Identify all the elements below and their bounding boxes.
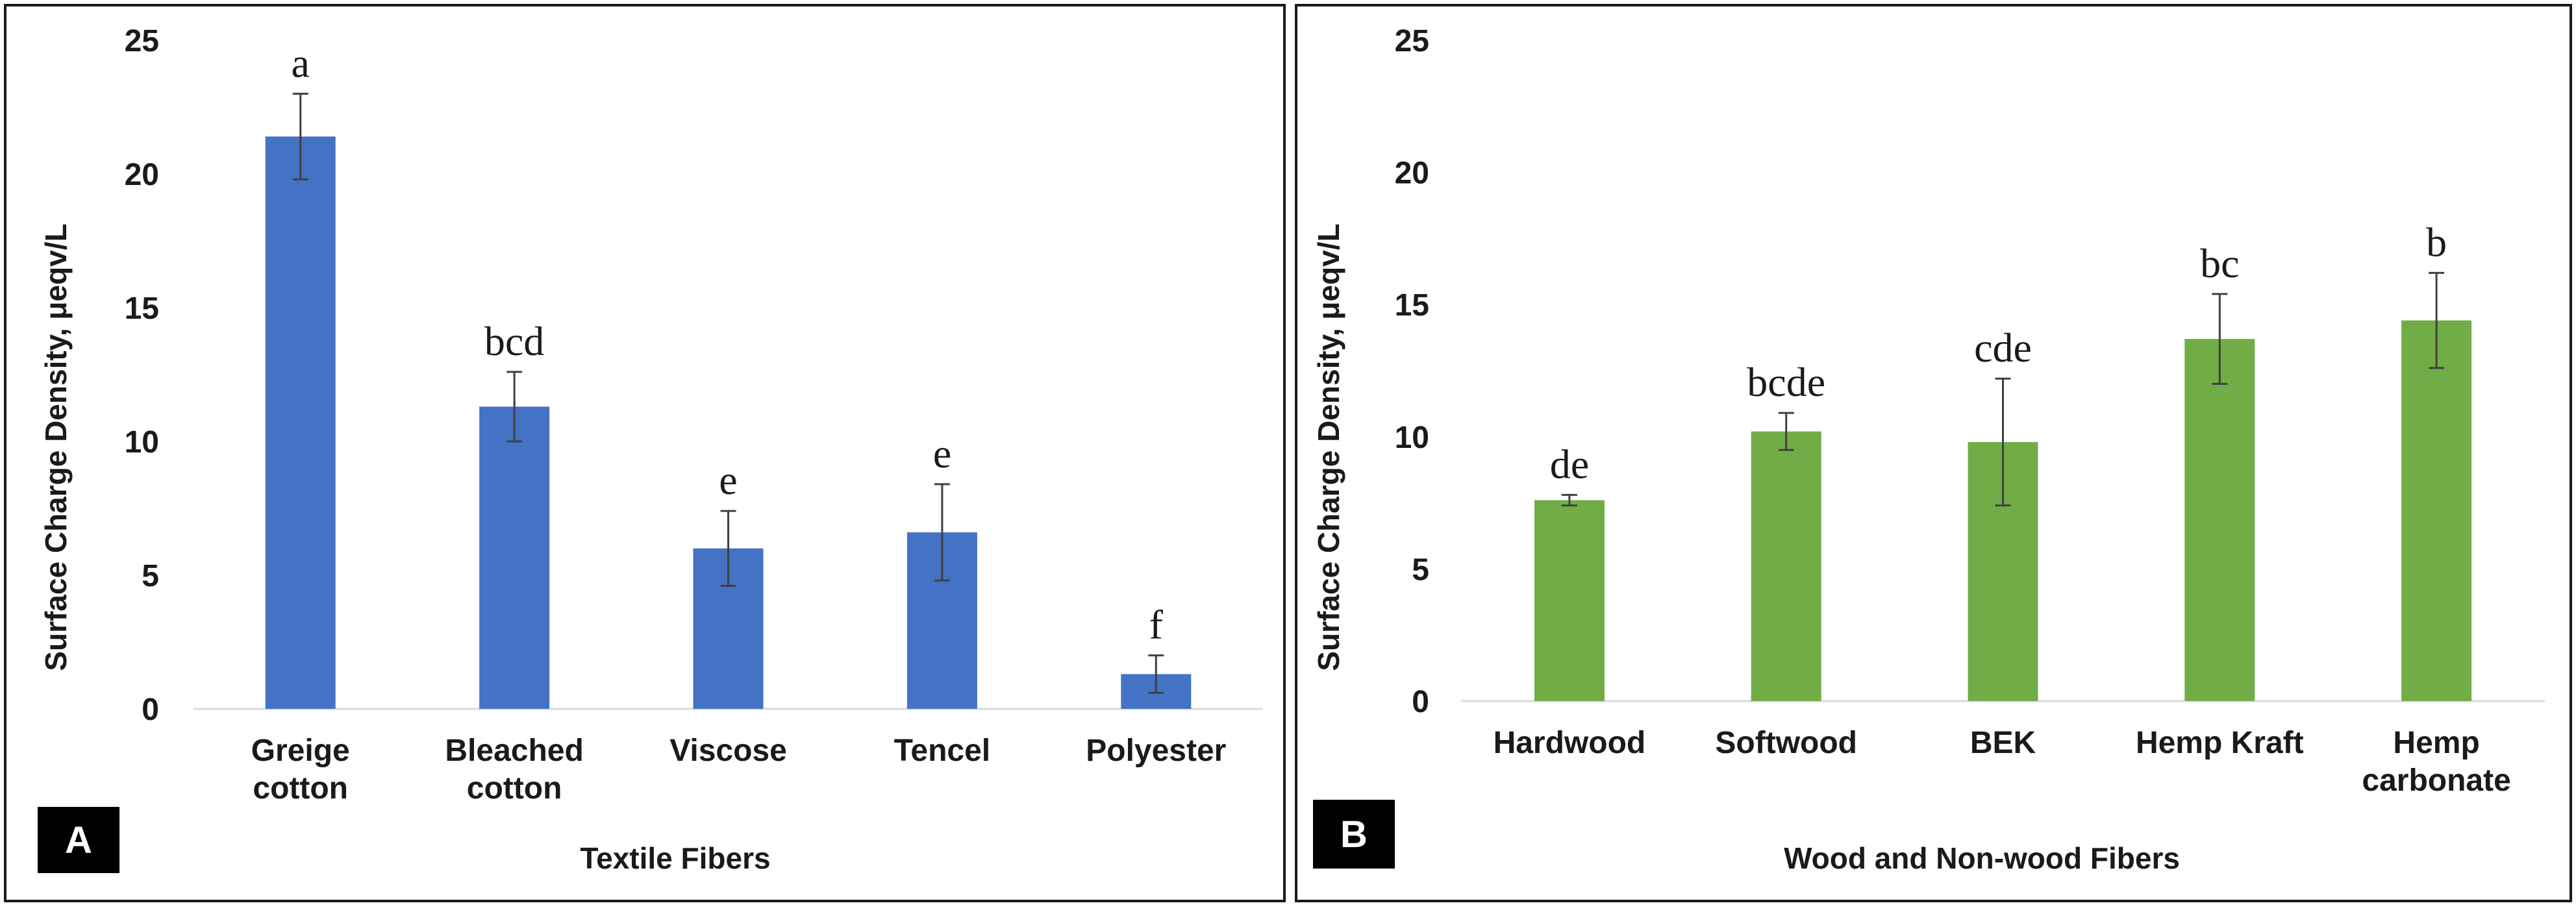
y-tick-label: 5: [1412, 552, 1429, 587]
y-axis-title: Surface Charge Density, μeqv/L: [1312, 223, 1345, 671]
bar: [265, 136, 336, 709]
y-tick-label: 10: [1395, 421, 1429, 455]
bar: [1751, 431, 1821, 701]
y-tick-label: 0: [1412, 685, 1429, 719]
y-tick-label: 15: [1395, 288, 1429, 323]
category-label: Polyester: [1086, 734, 1226, 768]
significance-letter: bc: [2200, 240, 2239, 286]
category-label: BEK: [1970, 726, 2036, 760]
category-label: Hardwood: [1494, 726, 1646, 760]
panel-label-badge: [38, 807, 119, 873]
significance-letter: e: [933, 430, 951, 476]
x-axis-title: Textile Fibers: [580, 841, 770, 875]
bar: [2184, 339, 2255, 701]
y-tick-label: 15: [125, 291, 159, 326]
panel-label: B: [1340, 813, 1368, 856]
panel-b-frame: [1295, 4, 2572, 902]
y-tick-label: 10: [125, 425, 159, 460]
category-label: Softwood: [1715, 726, 1857, 760]
category-label: Hemp: [2393, 726, 2479, 760]
category-label: Viscose: [669, 734, 787, 768]
significance-letter: f: [1149, 602, 1164, 648]
significance-letter: bcde: [1747, 359, 1825, 405]
y-tick-label: 20: [125, 158, 159, 192]
panel-label: A: [65, 819, 92, 861]
category-label: Bleached: [445, 734, 583, 768]
significance-letter: cde: [1974, 325, 2032, 371]
significance-letter: de: [1550, 441, 1589, 487]
category-label: Hemp Kraft: [2136, 726, 2304, 760]
bar: [1534, 500, 1605, 701]
x-axis-title: Wood and Non-wood Fibers: [1784, 841, 2180, 875]
panel-a: Surface Charge Density, μeqv/L Textile F…: [4, 4, 1286, 902]
bar: [2401, 320, 2472, 702]
significance-letter: e: [719, 457, 737, 503]
category-label: cotton: [253, 771, 348, 806]
bar: [479, 406, 550, 709]
significance-letter: b: [2426, 219, 2447, 265]
y-tick-label: 0: [142, 693, 159, 727]
y-tick-label: 25: [1395, 24, 1429, 58]
panel-a-frame: [4, 4, 1286, 902]
y-axis-title: Surface Charge Density, μeqv/L: [39, 223, 73, 671]
category-label: cotton: [467, 771, 562, 806]
panel-b: Surface Charge Density, μeqv/L Wood and …: [1295, 4, 2572, 902]
y-tick-label: 5: [142, 559, 159, 593]
y-tick-label: 25: [125, 24, 159, 58]
category-label: Tencel: [894, 734, 991, 768]
panel-label-badge: [1313, 800, 1395, 869]
significance-letter: bcd: [484, 318, 544, 364]
y-tick-label: 20: [1395, 156, 1429, 191]
category-label: Greige: [251, 734, 350, 768]
significance-letter: a: [291, 40, 309, 86]
category-label: carbonate: [2362, 763, 2510, 798]
